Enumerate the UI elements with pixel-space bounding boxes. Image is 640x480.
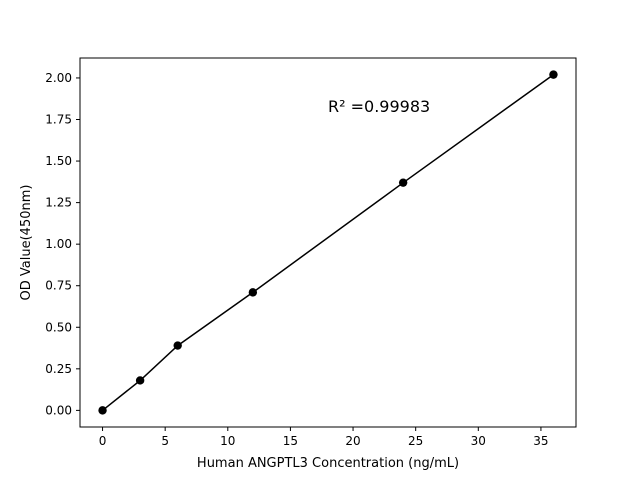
r-squared-annotation: R² =0.99983 [328, 97, 430, 116]
y-tick-label: 0.25 [45, 362, 72, 376]
x-tick-label: 20 [345, 434, 360, 448]
fit-line [102, 73, 554, 411]
x-tick-label: 0 [99, 434, 107, 448]
x-tick-label: 35 [533, 434, 548, 448]
y-tick-label: 1.75 [45, 113, 72, 127]
x-tick-label: 25 [408, 434, 423, 448]
y-tick-label: 1.50 [45, 154, 72, 168]
x-axis-ticks: 0 5 10 15 20 25 30 35 [99, 427, 549, 448]
data-point [398, 178, 408, 187]
data-points [98, 70, 558, 415]
y-tick-label: 1.25 [45, 196, 72, 210]
y-tick-label: 0.50 [45, 320, 72, 334]
y-tick-label: 0.00 [45, 403, 72, 417]
data-point [549, 70, 558, 79]
x-tick-label: 15 [283, 434, 298, 448]
y-tick-label: 2.00 [45, 71, 72, 85]
y-axis-label: OD Value(450nm) [19, 185, 34, 301]
plot-frame [79, 57, 577, 428]
x-tick-label: 30 [471, 434, 486, 448]
y-tick-label: 0.75 [45, 279, 72, 293]
x-tick-label: 10 [220, 434, 235, 448]
data-point [98, 406, 107, 415]
x-tick-label: 5 [161, 434, 169, 448]
x-axis-label: Human ANGPTL3 Concentration (ng/mL) [197, 456, 459, 471]
data-point [248, 288, 258, 297]
y-tick-label: 1.00 [45, 237, 72, 251]
y-axis-ticks: 0.00 0.25 0.50 0.75 1.00 1.25 1.50 1.75 2.00 [45, 71, 80, 417]
plot-area [80, 58, 576, 427]
data-point [173, 341, 182, 350]
data-point [135, 376, 145, 385]
